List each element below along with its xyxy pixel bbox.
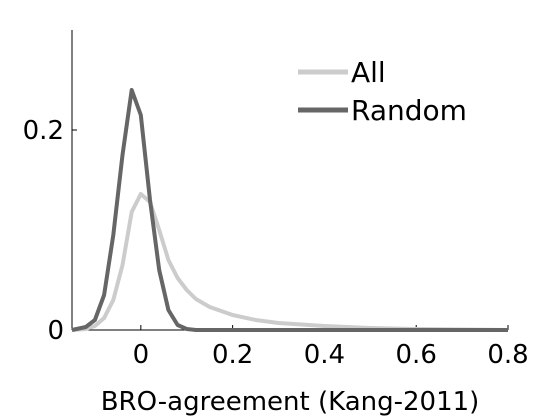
x-tick-label: 0.2 — [212, 340, 253, 370]
series-lines — [71, 88, 509, 332]
y-tick-label: 0.2 — [23, 116, 64, 146]
legend-label-random: Random — [351, 94, 467, 127]
y-tick-label: 0 — [47, 316, 64, 346]
x-axis-title: BRO-agreement (Kang-2011) — [101, 387, 480, 417]
x-tick-label: 0.8 — [487, 340, 528, 370]
legend-label-all: All — [351, 56, 386, 89]
legend: All Random — [298, 56, 467, 127]
series-line-random — [71, 88, 508, 332]
series-line-all — [71, 192, 509, 332]
x-tick-label: 0 — [133, 340, 150, 370]
x-tick-label: 0.4 — [304, 340, 345, 370]
ticks: 0 0.2 0.4 0.6 0.8 0 0.2 — [23, 116, 529, 370]
x-tick-label: 0.6 — [396, 340, 437, 370]
axes — [71, 30, 508, 331]
